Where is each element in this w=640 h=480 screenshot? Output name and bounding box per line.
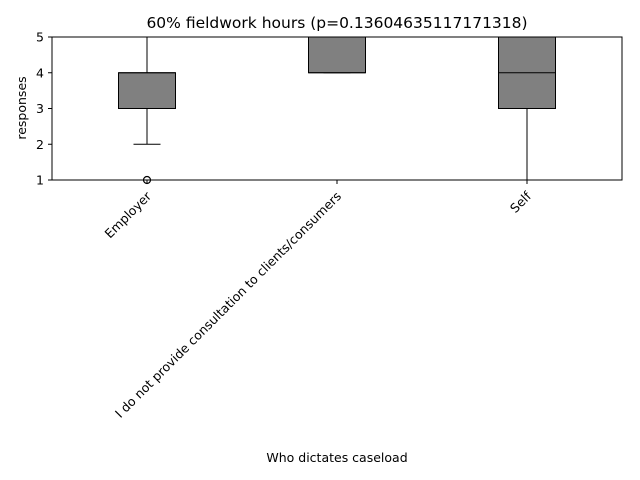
box-group-3 (498, 36, 556, 181)
x-tick-label: I do not provide consultation to clients… (112, 189, 344, 421)
y-axis: 1 2 3 4 5 (36, 30, 52, 188)
x-axis-label: Who dictates caseload (266, 450, 407, 465)
box-group-2 (308, 36, 366, 74)
y-tick-label: 5 (36, 30, 44, 45)
box-iqr (118, 72, 176, 109)
y-tick-label: 4 (36, 65, 44, 80)
plot-area (118, 36, 556, 185)
y-axis-label: responses (14, 76, 29, 139)
box-iqr (308, 36, 366, 74)
box-group-1 (118, 36, 176, 185)
chart-title: 60% fieldwork hours (p=0.136046351171713… (146, 14, 527, 32)
y-tick-label: 3 (36, 101, 44, 116)
x-tick-label: Employer (102, 188, 155, 241)
y-tick-label: 1 (36, 173, 44, 188)
x-tick-label: Self (507, 188, 535, 216)
y-tick-label: 2 (36, 137, 44, 152)
